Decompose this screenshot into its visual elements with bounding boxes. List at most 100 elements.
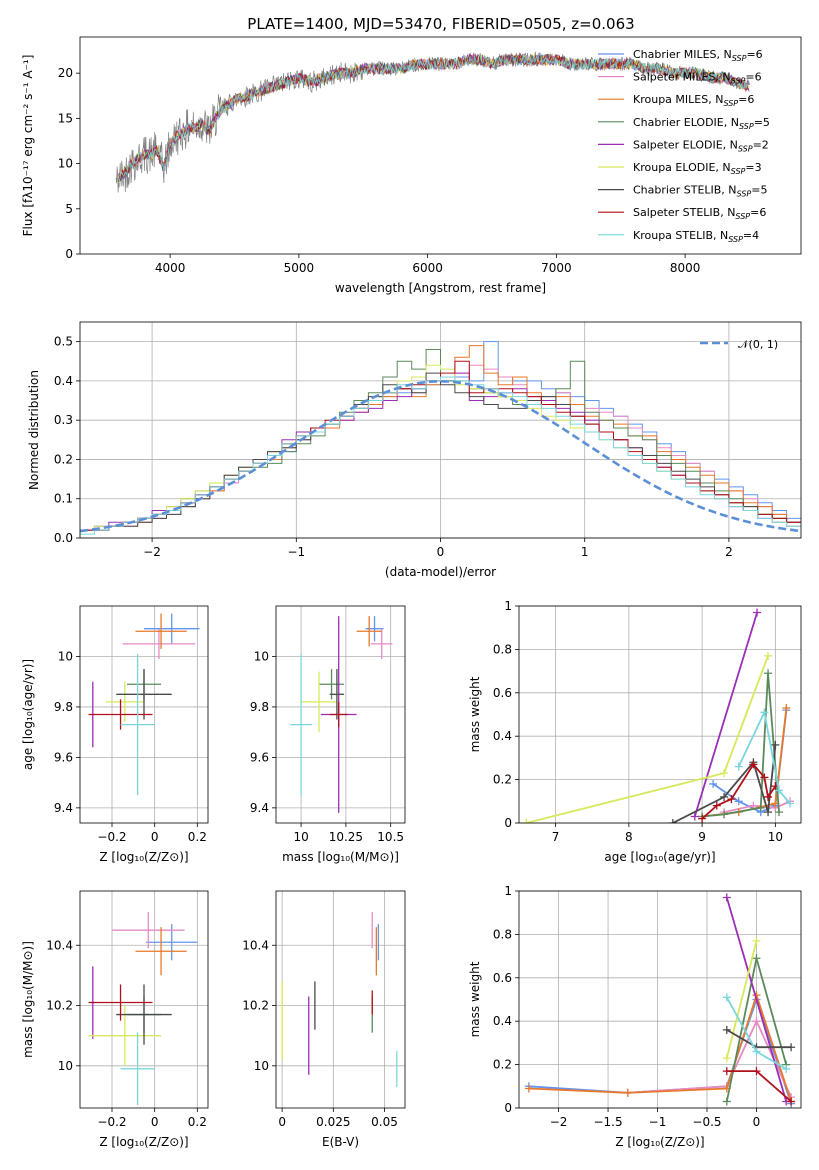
- y-tick-label: 10: [58, 649, 73, 663]
- axes-frame: [275, 605, 406, 824]
- y-axis-label: age [log₁₀(age/yr)]: [21, 659, 35, 770]
- legend-entry: Kroupa MILES, NSSP=6: [633, 93, 754, 108]
- weight-line: [737, 709, 791, 805]
- normal-reference-curve: [80, 379, 801, 533]
- error-bar-point: [356, 616, 382, 647]
- weight-marker: [720, 810, 729, 819]
- weight-marker: [787, 1043, 796, 1052]
- error-bar-point: [135, 613, 187, 649]
- legend-entry: Kroupa STELIB, NSSP=4: [633, 229, 759, 244]
- axes-frame: [79, 36, 802, 255]
- y-tick-label: 0.0: [54, 531, 73, 545]
- x-tick-label: 10.25: [329, 830, 363, 844]
- x-tick-label: 5000: [284, 261, 315, 275]
- weight-marker: [722, 893, 731, 902]
- x-tick-label: 0: [278, 1115, 286, 1129]
- legend-entry: Salpeter MILES, NSSP=6: [633, 71, 762, 86]
- error-bar-point: [329, 701, 348, 728]
- weight-marker: [752, 954, 761, 963]
- panel-residuals: −2 −1 0 1 2 0.0 0.1 0.2 0.3 0.4 0.5 (data-model)/er…: [27, 321, 802, 579]
- weight-line: [693, 612, 758, 817]
- x-tick-label: 7: [552, 830, 560, 844]
- weight-marker: [668, 819, 677, 823]
- x-tick-label: 8: [625, 830, 633, 844]
- y-tick-label: 0.5: [54, 335, 73, 349]
- x-tick-label: 0.2: [188, 830, 207, 844]
- weight-marker: [720, 792, 729, 801]
- legend-entry: Chabrier STELIB, NSSP=5: [633, 184, 767, 199]
- x-tick-label: −1: [649, 1115, 667, 1129]
- error-bar-point: [88, 984, 153, 1021]
- weight-marker: [764, 792, 773, 801]
- plot-area: [290, 616, 393, 813]
- weight-line: [725, 940, 758, 1059]
- legend-entry: Chabrier ELODIE, NSSP=5: [633, 116, 770, 131]
- error-bar-point: [122, 628, 196, 659]
- y-axis-label: Normed distribution: [27, 370, 41, 490]
- weight-marker: [764, 669, 773, 678]
- y-tick-label: 0.2: [54, 452, 73, 466]
- error-bar-point: [112, 912, 185, 949]
- x-tick-label: 8000: [670, 261, 701, 275]
- weight-marker: [775, 786, 784, 795]
- y-tick-label: 1: [504, 884, 512, 898]
- legend-entry: 𝒩(0, 1): [738, 338, 778, 351]
- weight-marker: [522, 819, 531, 823]
- error-bar-point: [144, 613, 200, 644]
- axes: −0.2 0 0.2 10 10.2 10.4 Z [log₁₀(Z/Z⊙)] mass [l…: [21, 890, 209, 1149]
- y-tick-label: 1: [504, 599, 512, 613]
- axes-frame: [518, 890, 802, 1109]
- weight-marker: [752, 1047, 761, 1056]
- axes-frame: [518, 605, 802, 824]
- weight-marker: [722, 993, 731, 1002]
- weight-line: [725, 897, 788, 1102]
- weight-marker: [752, 1067, 761, 1076]
- weight-marker: [524, 1084, 533, 1093]
- weight-marker: [712, 801, 721, 810]
- weight-marker: [722, 1097, 731, 1106]
- weight-marker: [786, 799, 795, 808]
- weight-marker: [720, 769, 729, 778]
- y-tick-label: 0.4: [493, 729, 512, 743]
- y-tick-label: 10: [254, 1059, 269, 1073]
- y-tick-label: 0.4: [54, 374, 73, 388]
- error-bar-point: [116, 984, 172, 1045]
- x-tick-label: −2: [550, 1115, 568, 1129]
- weight-marker: [722, 1025, 731, 1034]
- x-axis-label: mass [log₁₀(M/M⊙)]: [282, 850, 399, 864]
- axes-frame: [79, 890, 209, 1109]
- x-axis-label: E(B-V): [322, 1135, 359, 1149]
- error-bar-point: [370, 628, 393, 659]
- weight-marker: [753, 608, 762, 617]
- x-tick-label: 10: [768, 830, 783, 844]
- x-tick-label: −0.2: [97, 1115, 126, 1129]
- y-tick-label: 10: [58, 157, 73, 171]
- plot-area: [281, 912, 398, 1087]
- axes-frame: [275, 890, 406, 1109]
- weight-marker: [760, 708, 769, 717]
- x-tick-label: 0: [437, 545, 445, 559]
- error-bar-point: [88, 1005, 162, 1066]
- weight-marker: [690, 812, 699, 821]
- axes-frame: [79, 605, 209, 824]
- x-tick-label: −1: [287, 545, 305, 559]
- y-axis-label: mass weight: [468, 676, 482, 752]
- y-tick-label: 0.6: [493, 686, 512, 700]
- y-tick-label: 10.2: [242, 999, 269, 1013]
- error-bar-point: [116, 669, 172, 720]
- x-tick-label: −0.2: [97, 830, 126, 844]
- y-tick-label: 0.6: [493, 971, 512, 985]
- weight-marker: [787, 1097, 796, 1106]
- error-bar-point: [135, 927, 187, 976]
- legend: Chabrier MILES, NSSP=6 Salpeter MILES, NS…: [598, 48, 770, 244]
- weight-marker: [722, 1067, 731, 1076]
- axes: 10 10.25 10.5 9.4 9.6 9.8 10 mass [log₁₀(M/M⊙)]: [250, 605, 406, 864]
- residual-histogram-step: [80, 376, 801, 535]
- weight-marker: [764, 651, 773, 660]
- plot-area: [522, 608, 795, 823]
- y-tick-label: 0: [65, 247, 73, 261]
- y-tick-label: 15: [58, 111, 73, 125]
- y-tick-label: 0.8: [493, 927, 512, 941]
- panel-mass-vs-metallicity: −0.2 0 0.2 10 10.2 10.4 Z [log₁₀(Z/Z⊙)] mass [l…: [21, 890, 209, 1149]
- x-tick-label: −2: [143, 545, 161, 559]
